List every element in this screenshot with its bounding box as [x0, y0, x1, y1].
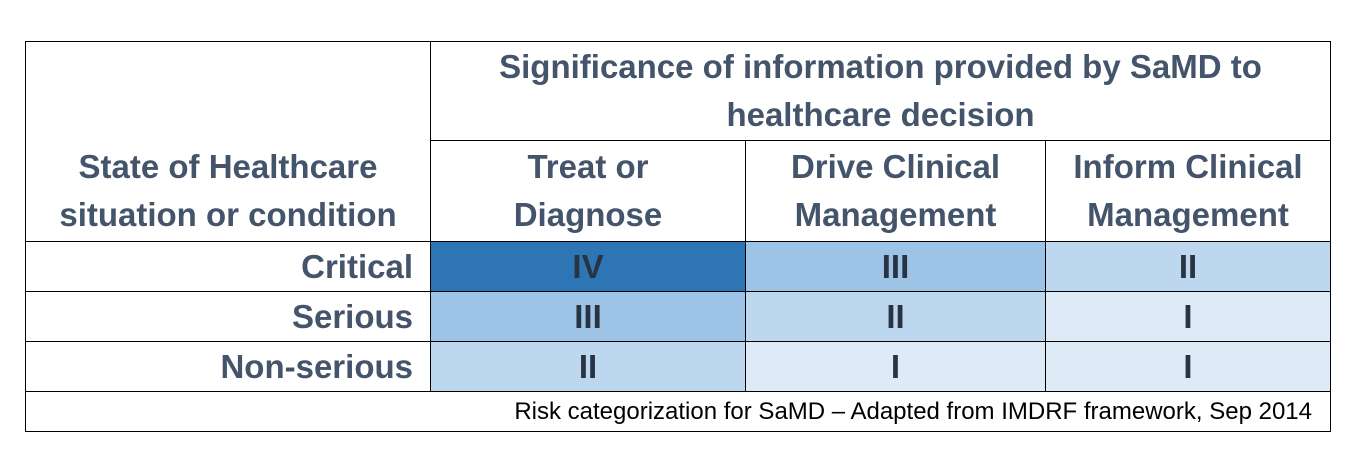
- corner-header: State of Healthcare situation or conditi…: [25, 41, 431, 242]
- risk-cell: I: [745, 341, 1046, 392]
- row-label-critical: Critical: [25, 241, 431, 292]
- column-header-line1: Inform Clinical: [1073, 148, 1303, 185]
- column-header-drive-clinical-management: Drive Clinical Management: [745, 140, 1046, 242]
- samd-risk-table: State of Healthcare situation or conditi…: [25, 41, 1331, 432]
- table-row-critical: Critical IV III II: [25, 241, 1331, 292]
- risk-cell: II: [1045, 241, 1331, 292]
- risk-cell: II: [430, 341, 746, 392]
- significance-header-line2: healthcare decision: [726, 96, 1035, 133]
- table-caption: Risk categorization for SaMD – Adapted f…: [25, 391, 1331, 432]
- risk-cell: I: [1045, 341, 1331, 392]
- risk-cell: IV: [430, 241, 746, 292]
- corner-header-line1: State of Healthcare: [78, 148, 378, 185]
- table-footer-row: Risk categorization for SaMD – Adapted f…: [25, 391, 1331, 432]
- significance-header: Significance of information provided by …: [430, 41, 1331, 141]
- table-row-non-serious: Non-serious II I I: [25, 341, 1331, 392]
- significance-header-line1: Significance of information provided by …: [499, 48, 1262, 85]
- risk-cell: I: [1045, 291, 1331, 342]
- column-header-inform-clinical-management: Inform Clinical Management: [1045, 140, 1331, 242]
- corner-header-line2: situation or condition: [59, 196, 397, 233]
- column-header-line2: Management: [1087, 196, 1289, 233]
- risk-cell: III: [745, 241, 1046, 292]
- row-label-non-serious: Non-serious: [25, 341, 431, 392]
- column-header-line2: Management: [794, 196, 997, 233]
- risk-cell: II: [745, 291, 1046, 342]
- column-header-line1: Drive Clinical: [790, 148, 1001, 185]
- column-header-line1: Treat or: [527, 148, 649, 185]
- column-header-treat-or-diagnose: Treat or Diagnose: [430, 140, 746, 242]
- table-header-row: State of Healthcare situation or conditi…: [25, 41, 1331, 242]
- table-row-serious: Serious III II I: [25, 291, 1331, 342]
- row-label-serious: Serious: [25, 291, 431, 342]
- column-header-line2: Diagnose: [513, 196, 663, 233]
- risk-cell: III: [430, 291, 746, 342]
